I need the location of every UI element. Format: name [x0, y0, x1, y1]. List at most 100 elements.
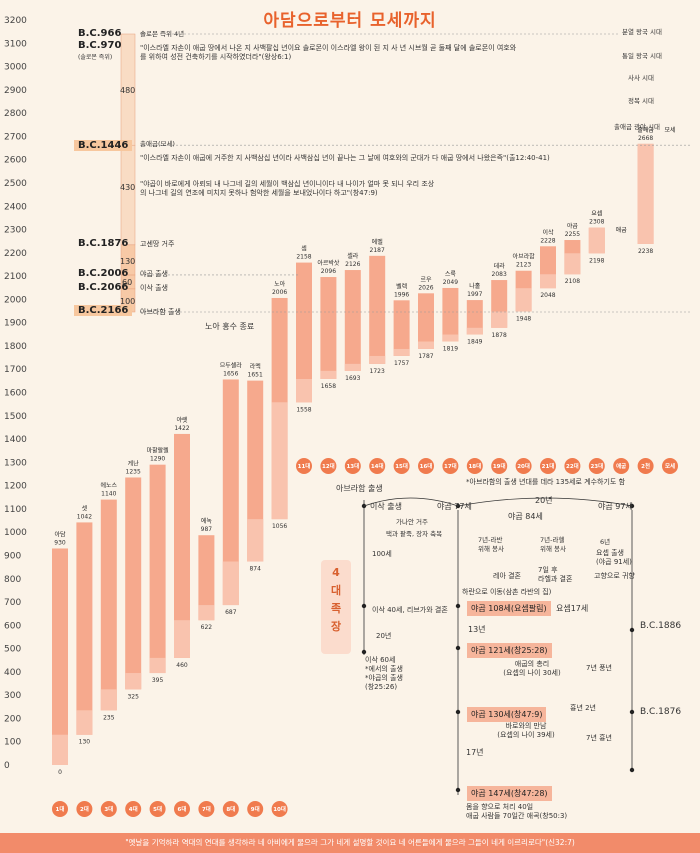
- period-conquest: 정복 시대: [628, 97, 654, 105]
- begat-segment: [588, 227, 605, 254]
- name-label: 라멕: [250, 363, 261, 371]
- begat-segment: [466, 327, 483, 335]
- death-year-label: 2228: [540, 237, 555, 244]
- generation-circle: [393, 458, 410, 474]
- y-tick-label: 900: [4, 551, 21, 561]
- death-year-label: 2006: [272, 289, 287, 296]
- side-430: 430: [120, 183, 136, 192]
- name-label: 셈: [301, 245, 307, 253]
- generation-label: 14대: [371, 462, 384, 470]
- birth-year-label: 622: [201, 624, 213, 631]
- death-year-label: 2083: [492, 271, 507, 278]
- death-year-label: 1290: [150, 456, 165, 463]
- exodus-note: 출애굽(모세): [140, 140, 175, 148]
- lifespan-bar: [100, 499, 117, 711]
- birth-year-label: 1056: [272, 523, 287, 530]
- tl-famine: 택과 팥죽, 장자 축복: [386, 530, 443, 538]
- death-year-label: 1997: [467, 291, 482, 298]
- y-tick-label: 2600: [4, 156, 27, 166]
- y-tick-label: 1400: [4, 435, 27, 445]
- name-label: 에노스: [101, 482, 118, 490]
- birth-year-label: 1948: [516, 315, 531, 322]
- tl-isaac40: 이삭 40세, 리브가와 결혼: [372, 606, 448, 614]
- y-tick-label: 2800: [4, 109, 27, 119]
- y-tick-label: 400: [4, 668, 21, 678]
- y-tick-label: 2000: [4, 295, 27, 305]
- death-year-label: 930: [54, 539, 66, 546]
- generation-circle: [296, 458, 312, 474]
- generation-label: 7대: [202, 805, 211, 813]
- begat-segment: [320, 370, 337, 379]
- generation-circle: [149, 801, 166, 817]
- era-column-seg: [120, 144, 136, 246]
- name-label: 므두셀라: [220, 361, 243, 369]
- tl-7y-good: 7년 풍년: [586, 664, 612, 672]
- name-label: 셀라: [347, 252, 359, 260]
- birth-year-label: 1819: [443, 346, 458, 353]
- y-tick-label: 1700: [4, 365, 27, 375]
- generation-circle: [320, 458, 337, 474]
- y-tick-label: 2300: [4, 226, 27, 236]
- generation-circle: [52, 801, 68, 817]
- name-label: 셋: [82, 504, 88, 512]
- side-480: 480: [120, 86, 136, 95]
- generation-circle: [198, 801, 215, 817]
- y-tick-label: 0: [4, 761, 10, 771]
- side-100: 100: [120, 297, 136, 306]
- generation-circle: [418, 458, 434, 474]
- name-label: 노아: [274, 280, 286, 288]
- tl-20y: 20년: [376, 632, 392, 640]
- tl-rachel: 7일 후 라헬과 결혼: [538, 566, 573, 583]
- death-year-label: 987: [201, 526, 213, 533]
- generation-label: 10대: [273, 805, 286, 813]
- birth-year-label: 460: [176, 662, 188, 669]
- death-year-label: 2187: [370, 247, 385, 254]
- y-tick-label: 500: [4, 645, 21, 655]
- timeline-dot: [629, 767, 635, 773]
- death-year-label: 2026: [418, 284, 433, 291]
- lifespan-bar: [344, 270, 361, 371]
- generation-circle: [247, 801, 264, 817]
- death-year-label: 1656: [223, 370, 238, 377]
- birth-year-label: 2048: [540, 292, 555, 299]
- generation-circle: [174, 801, 190, 817]
- lifespan-bar: [369, 255, 386, 364]
- y-tick-label: 1900: [4, 319, 27, 329]
- y-tick-label: 1300: [4, 458, 27, 468]
- birth-year-label: 0: [58, 769, 62, 776]
- y-tick-label: 3100: [4, 39, 27, 49]
- tl-joseph-birth: 요셉 출생 (야곱 91세): [596, 549, 632, 566]
- begat-segment: [344, 363, 361, 371]
- begat-segment: [125, 673, 142, 690]
- solomon-accession: (솔로몬 즉위): [78, 54, 113, 61]
- name-label: 아브라함: [513, 253, 536, 261]
- generation-label: 15대: [395, 462, 408, 470]
- generation-circle: [76, 801, 93, 817]
- bc-970: B.C.970: [78, 40, 122, 51]
- tl-haran: 하란으로 이동(삼촌 라반의 집): [462, 588, 552, 596]
- lifespan-bar: [418, 293, 434, 349]
- period-divided: 분열 왕국 시대: [622, 28, 663, 36]
- generation-label: 21대: [542, 462, 555, 470]
- generation-circle: [222, 801, 239, 817]
- tl-7y-rachel: 7년-라헬 위해 봉사: [540, 536, 566, 553]
- name-label: 게난: [128, 459, 140, 467]
- y-tick-label: 600: [4, 621, 21, 631]
- tl-egypt-pm: 애굽의 총리 (요셉의 나이 30세): [503, 660, 561, 677]
- isaac-birth-note: 이삭 출생: [140, 284, 168, 292]
- side-60: 60: [122, 278, 133, 287]
- death-year-label: 1042: [77, 513, 92, 520]
- lifespan-bar: [125, 477, 142, 690]
- death-year-label: 2123: [516, 262, 531, 269]
- timeline-dot: [361, 603, 367, 609]
- lifespan-bar: [442, 287, 459, 342]
- y-tick-label: 1200: [4, 482, 27, 492]
- birth-year-label: 1658: [321, 383, 336, 390]
- generation-circle: [442, 458, 459, 474]
- lifespan-bar: [222, 379, 239, 606]
- tl-jacob108: 야곱 108세(요셉팔림): [467, 601, 551, 616]
- abraham-birth-note: 아브라함 출생: [140, 308, 181, 316]
- name-label: 야렛: [176, 416, 188, 424]
